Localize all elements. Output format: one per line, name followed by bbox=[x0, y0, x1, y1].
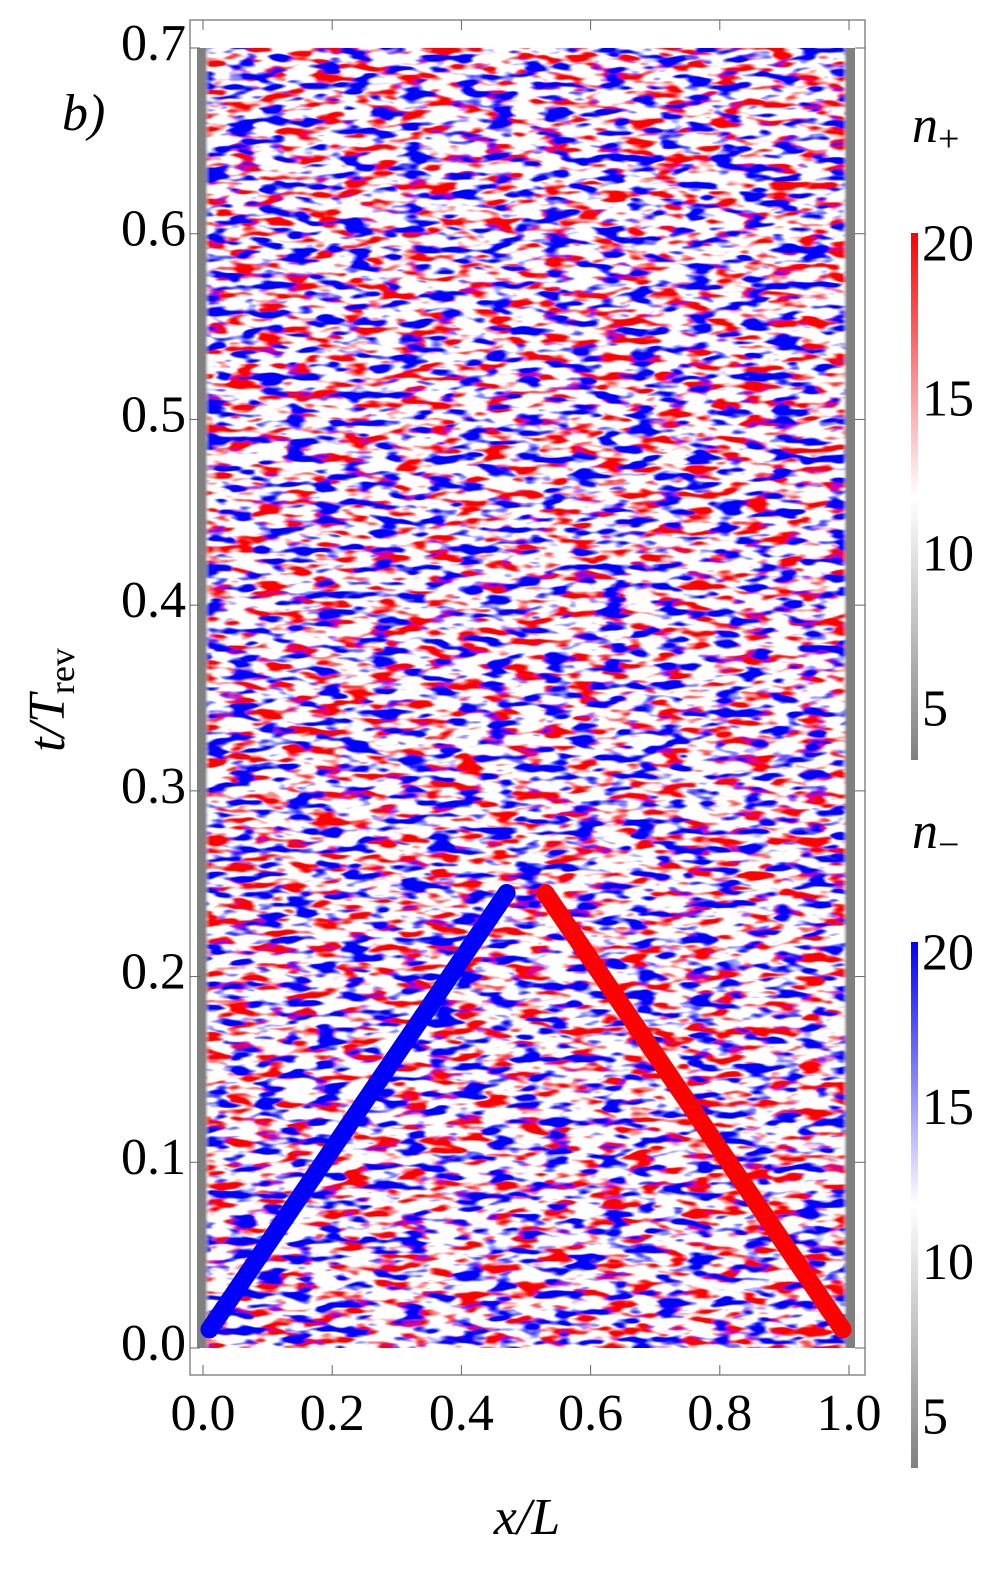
x-axis-label: x/L bbox=[493, 1489, 560, 1546]
y-axis-label: t/Trev bbox=[19, 648, 82, 752]
y-tick-label: 0.1 bbox=[121, 1129, 186, 1186]
x-tick-label: 0.0 bbox=[171, 1385, 236, 1442]
y-axis-label-main: t/T bbox=[19, 691, 76, 752]
colorbar-tick-label: 10 bbox=[922, 525, 974, 582]
colorbar-tick-label: 5 bbox=[922, 1389, 948, 1446]
y-tick-label: 0.3 bbox=[121, 758, 186, 815]
y-tick-label: 0.6 bbox=[121, 201, 186, 258]
colorbar-tick-label: 20 bbox=[922, 924, 974, 981]
colorbar-label-main: n bbox=[912, 97, 938, 154]
plot-area bbox=[197, 48, 855, 1348]
y-tick-label: 0.0 bbox=[121, 1315, 186, 1372]
colorbar-label-main: n bbox=[912, 803, 938, 860]
edge-shading bbox=[197, 48, 855, 1348]
y-tick-label: 0.7 bbox=[121, 15, 186, 72]
x-tick-label: 1.0 bbox=[817, 1385, 882, 1442]
x-tick-label: 0.4 bbox=[429, 1385, 494, 1442]
colorbar-tick-label: 20 bbox=[922, 215, 974, 272]
y-tick-label: 0.5 bbox=[121, 386, 186, 443]
plot-frame bbox=[189, 19, 866, 1376]
colorbar bbox=[911, 942, 918, 1468]
colorbar-tick-label: 5 bbox=[922, 680, 948, 737]
x-tick-label: 0.2 bbox=[300, 1385, 365, 1442]
colorbar-label: n+ bbox=[912, 97, 959, 160]
colorbar-label-sub: + bbox=[938, 118, 959, 160]
colorbar-tick-label: 10 bbox=[922, 1234, 974, 1291]
y-axis-label-sub: rev bbox=[42, 648, 82, 694]
trajectory-line bbox=[200, 884, 516, 1339]
colorbar-label-sub: − bbox=[938, 824, 959, 866]
colorbar-tick-label: 15 bbox=[922, 1079, 974, 1136]
colorbar-label: n− bbox=[912, 803, 959, 866]
y-tick-label: 0.4 bbox=[121, 572, 186, 629]
colorbar-tick-label: 15 bbox=[922, 370, 974, 427]
colorbar bbox=[911, 233, 918, 760]
x-tick-label: 0.8 bbox=[687, 1385, 752, 1442]
y-tick-label: 0.2 bbox=[121, 944, 186, 1001]
x-tick-label: 0.6 bbox=[558, 1385, 623, 1442]
panel-label: b) bbox=[62, 85, 105, 142]
trajectory-line bbox=[536, 884, 852, 1339]
